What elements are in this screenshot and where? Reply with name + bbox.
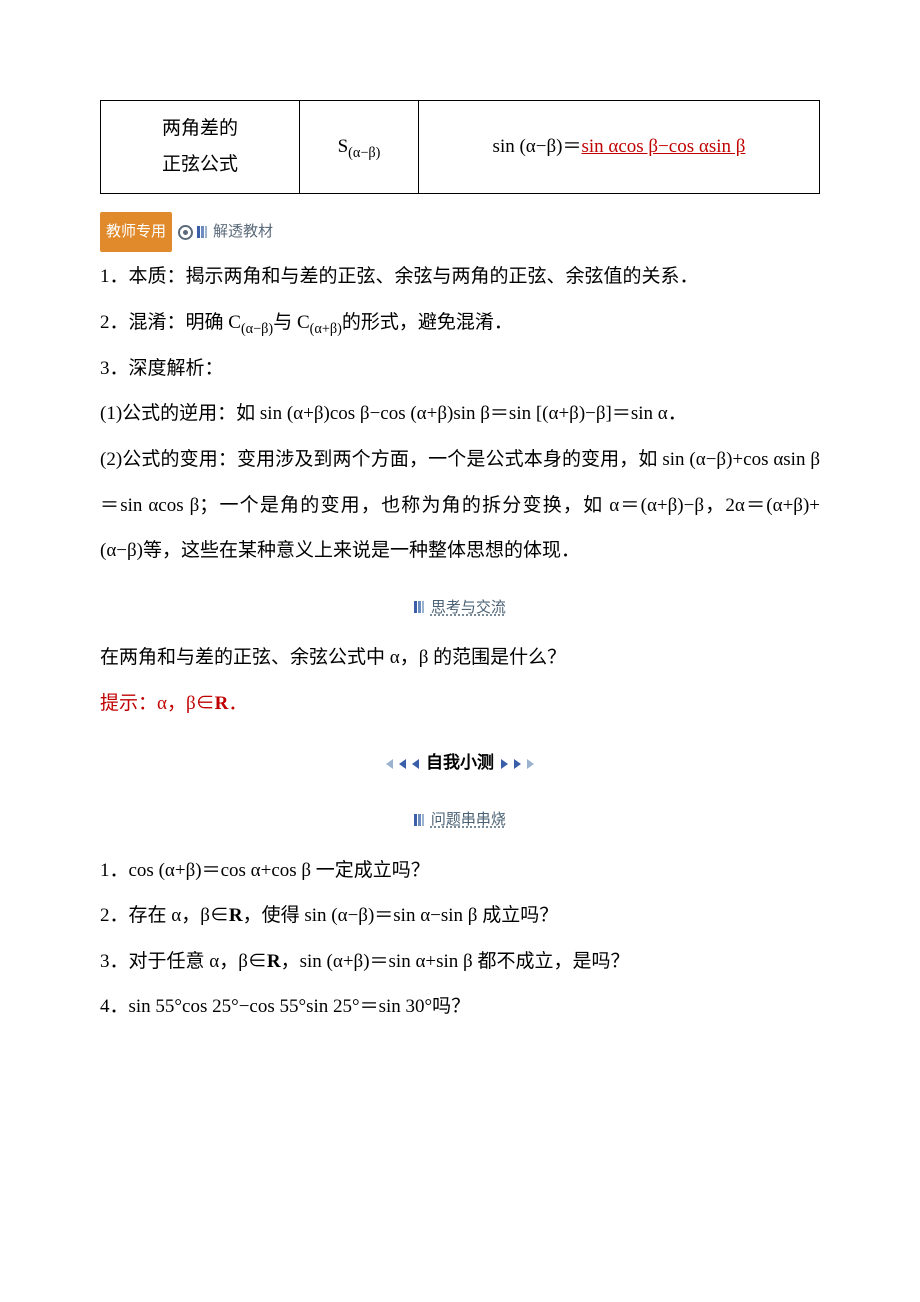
marker-icon — [414, 814, 424, 826]
think-heading: 思考与交流 — [100, 584, 820, 630]
teacher-label: 解透教材 — [213, 214, 273, 250]
marker-icon — [197, 226, 207, 238]
hint-body: α，β∈R． — [157, 693, 247, 714]
formula-name-cell: 两角差的 正弦公式 — [101, 101, 300, 194]
chain-label: 问题串串烧 — [431, 812, 506, 828]
triangle-left-icon — [386, 759, 393, 769]
formula-symbol-cell: S(α−β) — [300, 101, 419, 194]
essence-p2: 2．混淆：明确 C(α−β)与 C(α+β)的形式，避免混淆． — [100, 300, 820, 346]
triangle-left-icon — [399, 759, 406, 769]
teacher-section-header: 教师专用 解透教材 — [100, 212, 820, 252]
formula-table: 两角差的 正弦公式 S(α−β) sin (α−β)＝sin αcos β−co… — [100, 100, 820, 194]
table-row: 两角差的 正弦公式 S(α−β) sin (α−β)＝sin αcos β−co… — [101, 101, 820, 194]
self-test-label: 自我小测 — [426, 743, 494, 784]
triangle-right-icon — [527, 759, 534, 769]
chain-heading: 问题串串烧 — [100, 796, 820, 842]
dot-icon — [178, 225, 193, 240]
formula-content-cell: sin (α−β)＝sin αcos β−cos αsin β — [419, 101, 820, 194]
teacher-badge: 教师专用 — [100, 212, 172, 252]
formula-subscript: (α−β) — [348, 145, 380, 161]
marker-icon — [414, 601, 424, 613]
think-label: 思考与交流 — [431, 600, 506, 616]
formula-name-line2: 正弦公式 — [162, 154, 238, 175]
triangle-right-icon — [514, 759, 521, 769]
question-1: 1．cos (α+β)＝cos α+cos β 一定成立吗？ — [100, 848, 820, 894]
hint-line: 提示：α，β∈R． — [100, 681, 820, 727]
self-test-heading: 自我小测 — [100, 741, 820, 787]
question-2: 2．存在 α，β∈R，使得 sin (α−β)＝sin α−sin β 成立吗？ — [100, 893, 820, 939]
hint-prefix: 提示： — [100, 693, 157, 714]
essence-p1: 1．本质：揭示两角和与差的正弦、余弦与两角的正弦、余弦值的关系． — [100, 254, 820, 300]
think-question: 在两角和与差的正弦、余弦公式中 α，β 的范围是什么？ — [100, 635, 820, 681]
essence-p3: 3．深度解析： — [100, 346, 820, 392]
formula-answer: sin αcos β−cos αsin β — [581, 136, 745, 157]
teacher-label-wrap: 解透教材 — [178, 214, 273, 250]
essence-p5: (2)公式的变用：变用涉及到两个方面，一个是公式本身的变用，如 sin (α−β… — [100, 437, 820, 574]
formula-prefix: sin (α−β)＝ — [493, 136, 582, 157]
question-3: 3．对于任意 α，β∈R，sin (α+β)＝sin α+sin β 都不成立，… — [100, 939, 820, 985]
essence-p4: (1)公式的逆用：如 sin (α+β)cos β−cos (α+β)sin β… — [100, 391, 820, 437]
triangle-left-icon — [412, 759, 419, 769]
triangle-right-icon — [501, 759, 508, 769]
formula-name-line1: 两角差的 — [162, 118, 238, 139]
question-4: 4．sin 55°cos 25°−cos 55°sin 25°＝sin 30°吗… — [100, 984, 820, 1030]
